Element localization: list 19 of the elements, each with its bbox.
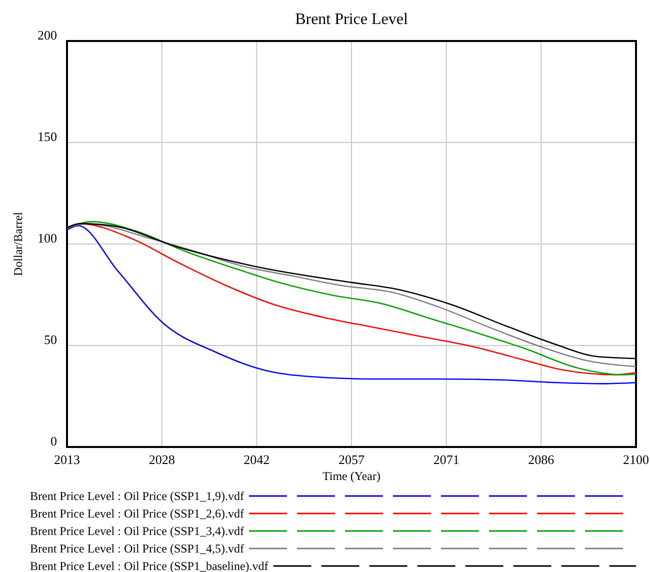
y-tick-label: 0	[50, 434, 57, 449]
chart-title: Brent Price Level	[295, 11, 408, 28]
x-tick-label: 2071	[433, 452, 460, 468]
legend-label: Brent Price Level : Oil Price (SSP1_2,6).vdf	[30, 506, 244, 520]
y-tick-label: 150	[38, 129, 57, 144]
legend-label: Brent Price Level : Oil Price (SSP1_3,4).vdf	[30, 524, 244, 538]
x-tick-label: 2028	[148, 452, 175, 468]
y-tick-label: 100	[38, 230, 57, 246]
x-tick-label: 2042	[244, 452, 270, 468]
x-tick-label: 2086	[528, 452, 555, 468]
legend-label: Brent Price Level : Oil Price (SSP1_1,9).vdf	[30, 489, 244, 503]
x-tick-label: 2100	[623, 452, 649, 468]
y-axis-title: Dollar/Barrel	[11, 211, 25, 276]
y-tick-label: 200	[38, 28, 57, 43]
x-axis-title: Time (Year)	[322, 469, 381, 483]
legend-label: Brent Price Level : Oil Price (SSP1_4,5).vdf	[30, 542, 244, 556]
y-tick-label: 50	[44, 332, 57, 348]
x-tick-label: 2013	[54, 452, 80, 468]
x-tick-label: 2057	[338, 452, 365, 468]
